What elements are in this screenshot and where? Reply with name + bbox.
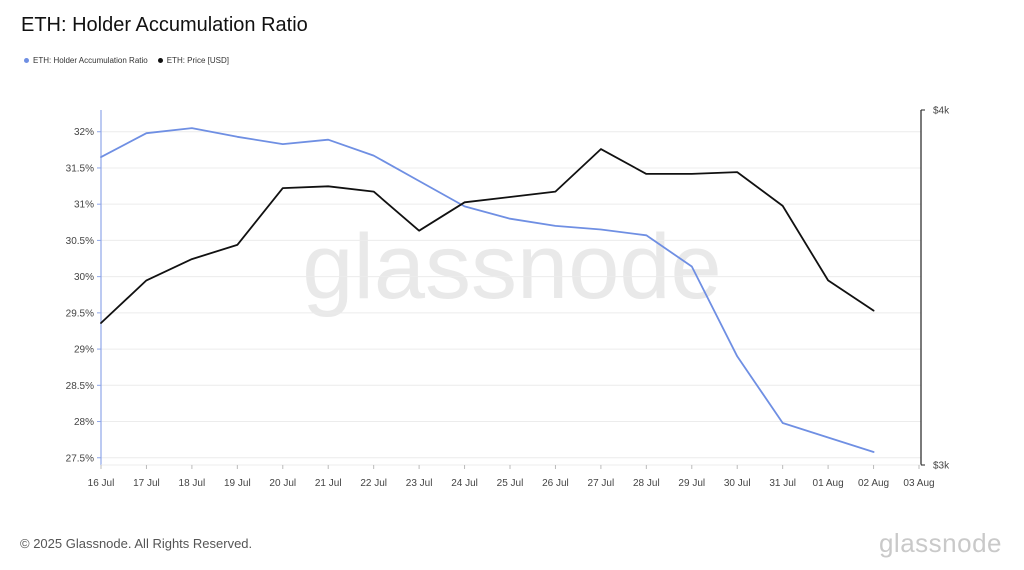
- y-tick-label: 28.5%: [66, 381, 94, 392]
- grid-lines: [101, 131, 921, 459]
- y-axis-left-labels: 32% 31.5% 31% 30.5% 30% 29.5% 29% 28.5% 28% 27.5%: [66, 127, 94, 464]
- x-tick-label: 16 Jul: [88, 478, 115, 489]
- x-axis-labels: 16 Jul 17 Jul 18 Jul 19 Jul 20 Jul 21 Jul 22 J…: [88, 478, 935, 489]
- x-tick-label: 21 Jul: [315, 478, 342, 489]
- y-tick-label: 30%: [74, 272, 94, 283]
- x-tick-label: 19 Jul: [224, 478, 251, 489]
- series-line-eth-price[interactable]: [100, 148, 875, 324]
- legend-dot-ratio: [24, 58, 29, 63]
- legend: ETH: Holder Accumulation Ratio ETH: Pric…: [24, 56, 229, 65]
- y-tick-label: 32%: [74, 127, 94, 138]
- x-tick-label: 29 Jul: [678, 478, 705, 489]
- x-tick-label: 23 Jul: [406, 478, 433, 489]
- x-tick-label: 28 Jul: [633, 478, 660, 489]
- x-tick-label: 01 Aug: [813, 478, 844, 489]
- copyright-footer: © 2025 Glassnode. All Rights Reserved.: [20, 536, 253, 551]
- chart-title: ETH: Holder Accumulation Ratio: [21, 14, 308, 36]
- legend-label-ratio: ETH: Holder Accumulation Ratio: [33, 56, 148, 65]
- legend-label-price: ETH: Price [USD]: [166, 56, 229, 65]
- x-tick-label: 27 Jul: [588, 478, 615, 489]
- x-tick-label: 02 Aug: [858, 478, 889, 489]
- legend-item-ratio[interactable]: ETH: Holder Accumulation Ratio: [24, 56, 148, 65]
- x-tick-label: 31 Jul: [769, 478, 796, 489]
- x-tick-label: 30 Jul: [724, 478, 751, 489]
- y-tick-label: 27.5%: [66, 453, 94, 464]
- y-right-tick-label: $4k: [933, 106, 950, 117]
- y-axis-right-labels: $4k $3k: [933, 106, 950, 472]
- axes: [97, 109, 925, 469]
- series-line-holder-accumulation-ratio[interactable]: [100, 127, 875, 453]
- x-tick-label: 17 Jul: [133, 478, 160, 489]
- watermark: glassnode: [302, 216, 721, 318]
- x-tick-label: 22 Jul: [360, 478, 387, 489]
- brand-logo: glassnode: [878, 528, 1002, 558]
- x-tick-label: 26 Jul: [542, 478, 569, 489]
- y-tick-label: 31.5%: [66, 163, 94, 174]
- y-right-tick-label: $3k: [933, 461, 950, 472]
- x-tick-label: 03 Aug: [903, 478, 934, 489]
- x-tick-label: 24 Jul: [451, 478, 478, 489]
- y-tick-label: 29%: [74, 345, 94, 356]
- x-tick-label: 25 Jul: [497, 478, 524, 489]
- legend-dot-price: [157, 58, 163, 63]
- series-lines: [100, 127, 875, 453]
- y-tick-label: 28%: [74, 417, 94, 428]
- y-tick-label: 29.5%: [66, 308, 94, 319]
- x-tick-label: 20 Jul: [269, 478, 296, 489]
- y-tick-label: 31%: [74, 200, 94, 211]
- x-tick-label: 18 Jul: [179, 478, 206, 489]
- legend-item-price[interactable]: ETH: Price [USD]: [157, 56, 229, 65]
- y-tick-label: 30.5%: [66, 236, 94, 247]
